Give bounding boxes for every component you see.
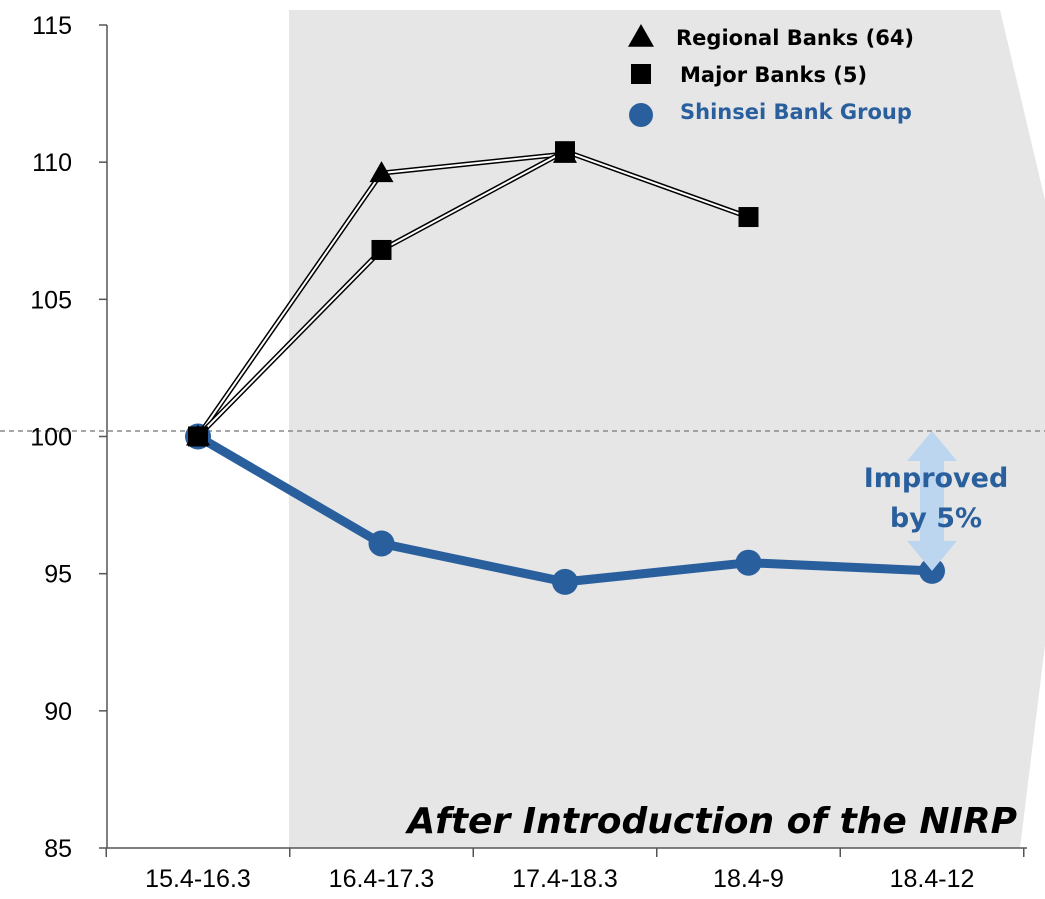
nirp-band-label: After Introduction of the NIRP [404,801,1017,842]
series-line-inner [197,150,749,438]
series-layer [185,141,945,595]
legend-label: Regional Banks (64) [676,26,914,50]
legend: Regional Banks (64) Major Banks (5) Shinse… [628,24,914,127]
circle-marker [735,549,762,576]
double-arrow-icon [907,431,957,571]
legend-label: Major Banks (5) [680,63,867,87]
y-tick-label: 95 [44,561,72,589]
x-tick-label: 17.4-18.3 [512,865,618,893]
circle-marker [368,530,395,557]
improvement-annotation: Improved by 5% [864,431,1009,571]
x-tick-label: 18.4-12 [890,865,975,893]
triangle-marker [369,161,394,183]
legend-item: Regional Banks (64) [628,24,914,50]
annotation-line-1: Improved [864,463,1009,494]
square-marker [738,207,759,228]
y-tick-label: 110 [32,149,72,177]
square-marker [371,239,392,260]
square-marker [555,141,575,162]
y-tick-label: 115 [32,12,72,40]
circle-marker [552,568,578,595]
legend-item: Major Banks (5) [631,63,867,87]
y-tick-label: 100 [30,424,72,452]
x-tick-label: 15.4-16.3 [145,865,251,893]
square-marker [631,64,651,84]
x-ticks: 15.4-16.3 16.4-17.3 17.4-18.3 18.4-9 18.4-12 [105,848,1025,893]
triangle-marker [628,24,654,47]
y-tick-label: 85 [44,835,72,863]
legend-label: Shinsei Bank Group [680,100,912,124]
x-tick-label: 18.4-9 [713,865,784,893]
square-marker [188,426,208,447]
series-square [188,141,759,447]
legend-item: Shinsei Bank Group [629,100,912,127]
y-tick-label: 105 [30,286,72,314]
nirp-shaded-region [289,10,1045,848]
y-tick-label: 90 [44,698,72,726]
y-ticks: 85 90 95 100 105 110 115 [30,12,107,863]
annotation-line-2: by 5% [890,503,982,534]
x-tick-label: 16.4-17.3 [329,865,435,893]
circle-marker [629,103,653,127]
